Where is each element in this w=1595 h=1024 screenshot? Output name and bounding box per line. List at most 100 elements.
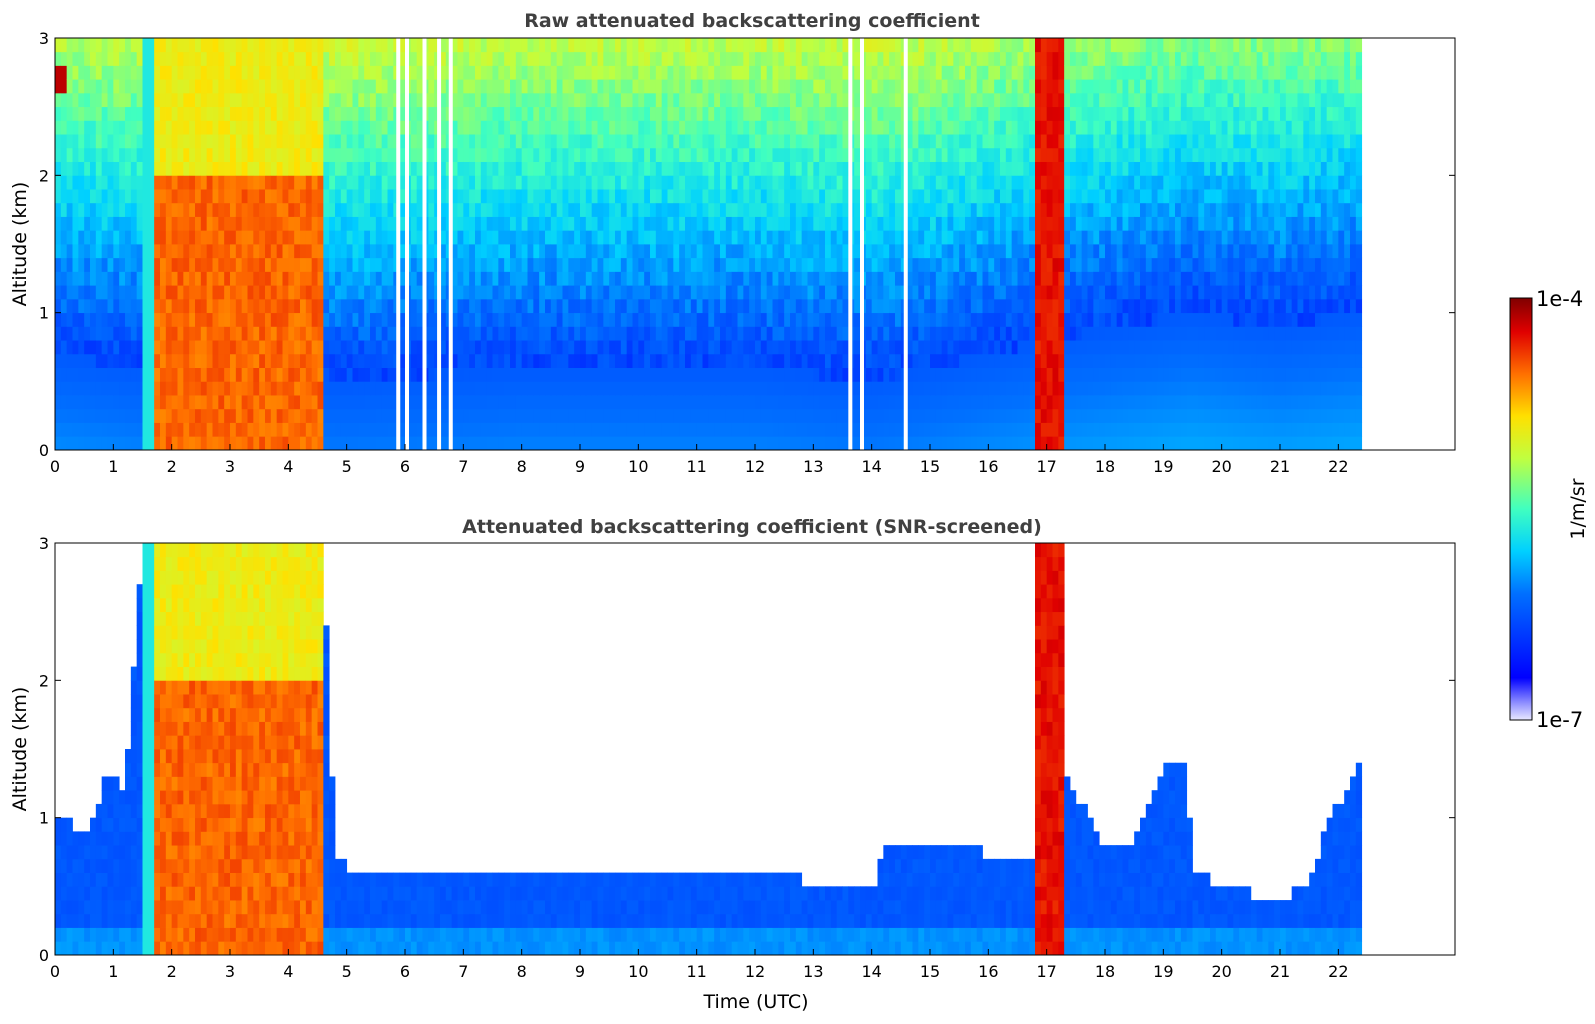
heatmap-cell xyxy=(965,51,972,66)
heatmap-cell xyxy=(976,408,983,423)
heatmap-cell xyxy=(795,408,803,423)
heatmap-cell xyxy=(772,51,779,66)
heatmap-cell xyxy=(854,189,861,204)
heatmap-cell xyxy=(533,92,540,108)
heatmap-cell xyxy=(340,326,348,341)
heatmap-cell xyxy=(335,106,342,121)
heatmap-cell xyxy=(545,298,552,314)
heatmap-cell xyxy=(1017,106,1024,121)
heatmap-cell xyxy=(387,271,394,286)
heatmap-cell xyxy=(795,106,803,121)
heatmap-cell xyxy=(603,381,610,396)
heatmap-cell xyxy=(364,271,371,286)
heatmap-cell xyxy=(270,381,278,396)
heatmap-cell xyxy=(358,230,365,245)
heatmap-cell xyxy=(609,381,616,396)
heatmap-cell xyxy=(673,216,680,231)
heatmap-cell xyxy=(95,298,103,314)
heatmap-cell xyxy=(749,134,756,149)
heatmap-cell xyxy=(638,106,645,121)
heatmap-cell xyxy=(125,340,132,355)
heatmap-cell xyxy=(976,79,983,94)
heatmap-cell xyxy=(364,175,371,190)
heatmap-cell xyxy=(784,189,791,204)
heatmap-cell xyxy=(305,120,313,135)
heatmap-cell xyxy=(78,422,85,437)
heatmap-cell xyxy=(935,436,943,451)
heatmap-cell xyxy=(469,312,476,327)
heatmap-cell xyxy=(521,244,528,259)
heatmap-cell xyxy=(78,79,85,94)
heatmap-cell xyxy=(475,65,482,80)
heatmap-cell xyxy=(644,381,651,396)
heatmap-cell xyxy=(288,271,295,286)
heatmap-cell xyxy=(813,202,820,217)
heatmap-cell xyxy=(591,422,598,437)
heatmap-cell xyxy=(241,353,248,368)
heatmap-cell xyxy=(679,79,686,94)
heatmap-cell xyxy=(195,147,202,162)
heatmap-cell xyxy=(469,216,476,231)
heatmap-cell xyxy=(965,285,972,300)
heatmap-cell xyxy=(813,271,820,286)
heatmap-cell xyxy=(305,408,313,423)
heatmap-cell xyxy=(562,189,569,204)
heatmap-cell xyxy=(1000,271,1007,286)
heatmap-cell xyxy=(66,326,73,341)
heatmap-cell xyxy=(224,353,231,368)
heatmap-cell xyxy=(212,381,219,396)
heatmap-cell xyxy=(317,106,324,121)
heatmap-cell xyxy=(317,340,324,355)
heatmap-cell xyxy=(778,147,785,162)
heatmap-cell xyxy=(550,285,558,300)
heatmap-cell xyxy=(212,175,219,190)
heatmap-cell xyxy=(965,408,972,423)
heatmap-cell xyxy=(148,395,155,410)
heatmap-cell xyxy=(521,38,528,53)
heatmap-cell xyxy=(1023,395,1030,410)
heatmap-cell xyxy=(1005,326,1013,341)
heatmap-cell xyxy=(270,79,278,94)
heatmap-cell xyxy=(825,51,832,66)
heatmap-cell xyxy=(410,147,418,162)
heatmap-cell xyxy=(661,38,668,53)
heatmap-cell xyxy=(842,120,849,135)
heatmap-cell xyxy=(941,230,948,245)
heatmap-cell xyxy=(708,340,715,355)
heatmap-cell xyxy=(574,340,581,355)
heatmap-cell xyxy=(457,436,464,451)
heatmap-cell xyxy=(288,216,295,231)
heatmap-cell xyxy=(632,436,639,451)
heatmap-cell xyxy=(813,92,820,108)
heatmap-cell xyxy=(492,92,499,108)
heatmap-cell xyxy=(685,51,692,66)
heatmap-cell xyxy=(638,38,645,53)
heatmap-cell xyxy=(562,106,569,121)
heatmap-cell xyxy=(574,216,581,231)
heatmap-cell xyxy=(959,51,966,66)
heatmap-cell xyxy=(615,161,622,176)
heatmap-cell xyxy=(772,285,779,300)
heatmap-cell xyxy=(994,230,1001,245)
heatmap-cell xyxy=(294,216,301,231)
heatmap-cell xyxy=(632,271,639,286)
heatmap-cell xyxy=(1017,244,1024,259)
heatmap-cell xyxy=(294,134,301,149)
heatmap-cell xyxy=(889,65,896,80)
heatmap-cell xyxy=(515,161,523,176)
heatmap-cell xyxy=(772,408,779,423)
heatmap-cell xyxy=(340,353,348,368)
heatmap-cell xyxy=(580,285,587,300)
heatmap-cell xyxy=(959,134,966,149)
heatmap-cell xyxy=(440,216,447,231)
heatmap-cell xyxy=(282,38,289,53)
heatmap-cell xyxy=(842,189,849,204)
heatmap-cell xyxy=(218,161,225,176)
heatmap-cell xyxy=(889,381,896,396)
heatmap-cell xyxy=(270,51,278,66)
heatmap-cell xyxy=(212,161,219,176)
heatmap-cell xyxy=(195,161,202,176)
heatmap-cell xyxy=(930,230,937,245)
heatmap-cell xyxy=(101,298,108,314)
heatmap-cell xyxy=(626,51,633,66)
